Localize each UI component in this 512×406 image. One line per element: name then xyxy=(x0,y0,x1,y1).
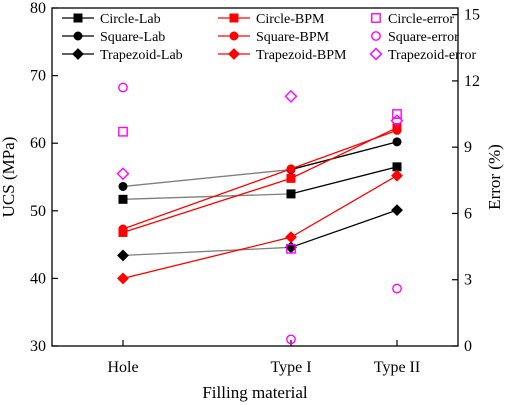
x-tick-label: Hole xyxy=(107,359,138,376)
y2-tick-label: 3 xyxy=(464,272,472,289)
legend-item-circle-error: Circle-error xyxy=(371,12,454,27)
marker-trapezoid-error xyxy=(116,167,130,181)
x-tick-label: Type I xyxy=(270,359,311,376)
legend-marker-swatch xyxy=(228,48,240,60)
markers-layer xyxy=(116,82,404,345)
marker-square-error xyxy=(286,334,296,345)
legend-item-square-bpm: Square-BPM xyxy=(218,30,330,45)
y2-axis-title: Error (%) xyxy=(485,144,504,210)
marker-circle-error xyxy=(118,126,128,137)
legend-item-trapezoid-lab: Trapezoid-Lab xyxy=(62,48,183,63)
marker-trapezoid-lab xyxy=(285,241,297,254)
legend-marker-swatch xyxy=(371,31,381,41)
marker-trapezoid-bpm xyxy=(285,231,297,244)
marker-trapezoid-error xyxy=(284,89,298,103)
y-axis-title: UCS (MPa) xyxy=(0,137,18,218)
marker-square-lab xyxy=(392,137,402,147)
y2-tick-label: 12 xyxy=(464,73,480,90)
y-tick-label: 70 xyxy=(30,68,46,85)
legend-label: Circle-error xyxy=(388,12,454,27)
marker-square-lab xyxy=(118,181,128,191)
legend-label: Trapezoid-Lab xyxy=(100,48,183,63)
lines-layer xyxy=(122,127,398,280)
y2-tick-label: 0 xyxy=(464,338,472,355)
ticks-layer: 30 40 50 60 70 80 0 3 6 9 12 15 Hole Type I Type II xyxy=(30,0,480,376)
y-tick-label: 50 xyxy=(30,203,46,220)
marker-trapezoid-lab xyxy=(117,249,129,262)
legend-item-trapezoid-bpm: Trapezoid-BPM xyxy=(218,48,347,63)
y-tick-label: 30 xyxy=(30,338,46,355)
marker-circle-lab xyxy=(392,162,402,172)
y2-tick-label: 15 xyxy=(464,7,480,24)
marker-square-error xyxy=(392,283,402,294)
marker-square-bpm xyxy=(392,125,402,135)
series-line-square-lab xyxy=(290,141,398,171)
marker-square-error xyxy=(118,82,128,93)
marker-circle-bpm xyxy=(286,173,296,183)
y2-tick-label: 9 xyxy=(464,139,472,156)
y-tick-label: 80 xyxy=(30,0,46,17)
series-line-trapezoid-lab xyxy=(290,209,398,248)
legend: Circle-Lab Square-Lab Trapezoid-Lab Circle-… xyxy=(62,12,476,63)
series-line-square-bpm xyxy=(122,129,398,230)
legend-marker-swatch xyxy=(72,48,84,60)
marker-circle-error xyxy=(286,243,296,254)
legend-label: Square-BPM xyxy=(256,30,330,45)
legend-label: Trapezoid-error xyxy=(388,48,476,63)
series-line-circle-lab xyxy=(122,193,292,200)
plot-frame xyxy=(51,7,459,347)
series-line-trapezoid-lab xyxy=(122,246,292,257)
legend-label: Square-Lab xyxy=(100,30,165,45)
x-axis-title: Filling material xyxy=(202,383,308,402)
marker-square-bpm xyxy=(118,224,128,234)
marker-trapezoid-lab xyxy=(391,204,403,217)
marker-trapezoid-bpm xyxy=(117,272,129,285)
series-line-square-lab xyxy=(122,168,292,188)
y2-tick-label: 6 xyxy=(464,205,472,222)
legend-item-square-error: Square-error xyxy=(371,30,459,45)
legend-item-square-lab: Square-Lab xyxy=(62,30,165,45)
legend-marker-swatch xyxy=(73,13,83,23)
series-line-circle-lab xyxy=(290,166,398,195)
marker-square-bpm xyxy=(286,164,296,174)
legend-marker-swatch xyxy=(229,31,239,41)
legend-marker-swatch xyxy=(371,13,381,23)
legend-item-circle-bpm: Circle-BPM xyxy=(218,12,325,27)
legend-marker-swatch xyxy=(73,31,83,41)
y-tick-label: 60 xyxy=(30,135,46,152)
legend-label: Circle-BPM xyxy=(256,12,325,27)
x-tick-label: Type II xyxy=(374,359,420,376)
legend-marker-swatch xyxy=(229,13,239,23)
marker-circle-error xyxy=(392,109,402,119)
marker-circle-lab xyxy=(286,189,296,199)
marker-circle-lab xyxy=(118,194,128,204)
marker-trapezoid-error xyxy=(390,114,404,128)
y-tick-label: 40 xyxy=(30,270,46,287)
series-line-trapezoid-bpm xyxy=(122,175,398,280)
legend-item-circle-lab: Circle-Lab xyxy=(62,12,161,27)
legend-label: Trapezoid-BPM xyxy=(256,48,347,63)
legend-marker-swatch xyxy=(369,47,383,61)
legend-label: Square-error xyxy=(388,30,459,45)
marker-trapezoid-bpm xyxy=(391,169,403,182)
legend-label: Circle-Lab xyxy=(100,12,161,27)
legend-item-trapezoid-error: Trapezoid-error xyxy=(369,47,476,63)
